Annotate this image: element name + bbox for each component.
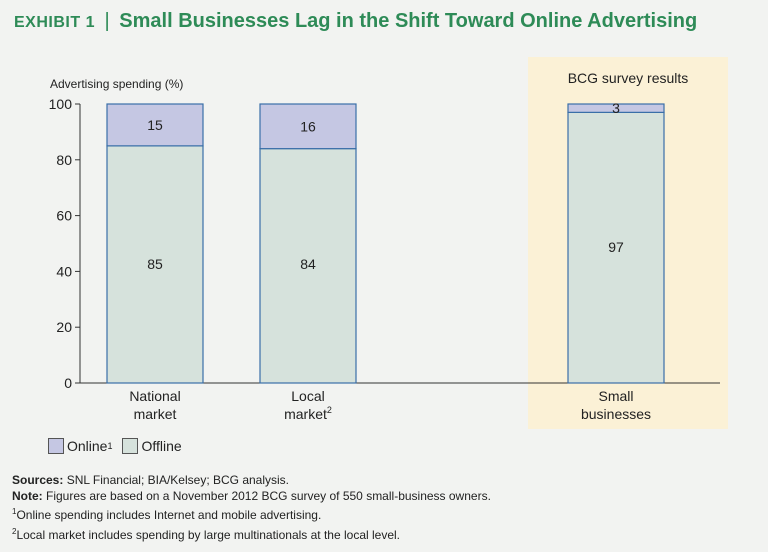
x-tick-label: Small bbox=[598, 388, 633, 404]
y-tick-label: 20 bbox=[56, 319, 72, 335]
footnote-1-mark: 1 bbox=[12, 507, 17, 516]
y-axis-label: Advertising spending (%) bbox=[50, 77, 184, 91]
footnote-2-text: Local market includes spending by large … bbox=[16, 527, 401, 542]
data-label-offline: 85 bbox=[147, 256, 163, 272]
bar-online bbox=[106, 103, 204, 147]
x-tick-footnote: 2 bbox=[327, 405, 332, 415]
legend: Online 1 Offline bbox=[48, 438, 192, 454]
data-label-offline: 84 bbox=[300, 256, 316, 272]
legend-online-footnote: 1 bbox=[107, 441, 113, 451]
footnote-1-text: Online spending includes Internet and mo… bbox=[16, 508, 322, 522]
title-text: Small Businesses Lag in the Shift Toward… bbox=[119, 10, 698, 32]
bar-offline bbox=[567, 111, 665, 384]
footnote-2-mark: 2 bbox=[12, 526, 17, 536]
sources-text: SNL Financial; BIA/Kelsey; BCG analysis. bbox=[66, 473, 290, 487]
legend-offline-label: Offline bbox=[141, 438, 182, 454]
legend-online: Online 1 bbox=[48, 438, 112, 454]
legend-offline-swatch bbox=[122, 438, 139, 454]
data-label-online: 16 bbox=[300, 118, 316, 134]
x-tick-label: market2 bbox=[284, 405, 332, 422]
note-text: Figures are based on a November 2012 BCG… bbox=[46, 488, 491, 503]
note-line: Note: Figures are based on a November 20… bbox=[12, 489, 491, 505]
y-tick-label: 0 bbox=[64, 375, 72, 391]
sources-label: Sources: bbox=[12, 473, 64, 487]
y-tick-label: 60 bbox=[56, 208, 72, 224]
footnotes: Sources: SNL Financial; BIA/Kelsey; BCG … bbox=[12, 473, 491, 543]
y-tick-label: 80 bbox=[56, 152, 72, 168]
survey-results-label: BCG survey results bbox=[567, 70, 689, 86]
legend-offline: Offline bbox=[122, 438, 182, 454]
footnote-1: 1Online spending includes Internet and m… bbox=[12, 504, 491, 524]
legend-online-swatch bbox=[48, 438, 64, 454]
title-separator: | bbox=[104, 10, 110, 32]
y-tick-label: 40 bbox=[56, 263, 72, 279]
sources-line: Sources: SNL Financial; BIA/Kelsey; BCG … bbox=[12, 473, 491, 489]
exhibit-label: EXHIBIT 1 bbox=[14, 14, 95, 31]
x-tick-label: National bbox=[129, 388, 180, 404]
x-tick-label: businesses bbox=[581, 406, 651, 422]
bar-online bbox=[259, 103, 357, 150]
data-label-online: 3 bbox=[612, 100, 620, 116]
note-label: Note: bbox=[12, 488, 43, 503]
legend-online-label: Online bbox=[67, 438, 108, 454]
x-tick-label: Local bbox=[291, 388, 324, 404]
footnote-2: 2Local market includes spending by large… bbox=[12, 524, 491, 544]
data-label-online: 15 bbox=[147, 117, 163, 133]
chart-title: EXHIBIT 1 | Small Businesses Lag in the … bbox=[14, 10, 697, 33]
y-tick-label: 100 bbox=[49, 96, 73, 112]
x-tick-label: market bbox=[134, 406, 177, 422]
data-label-offline: 97 bbox=[608, 239, 624, 255]
bar-online bbox=[567, 103, 665, 113]
